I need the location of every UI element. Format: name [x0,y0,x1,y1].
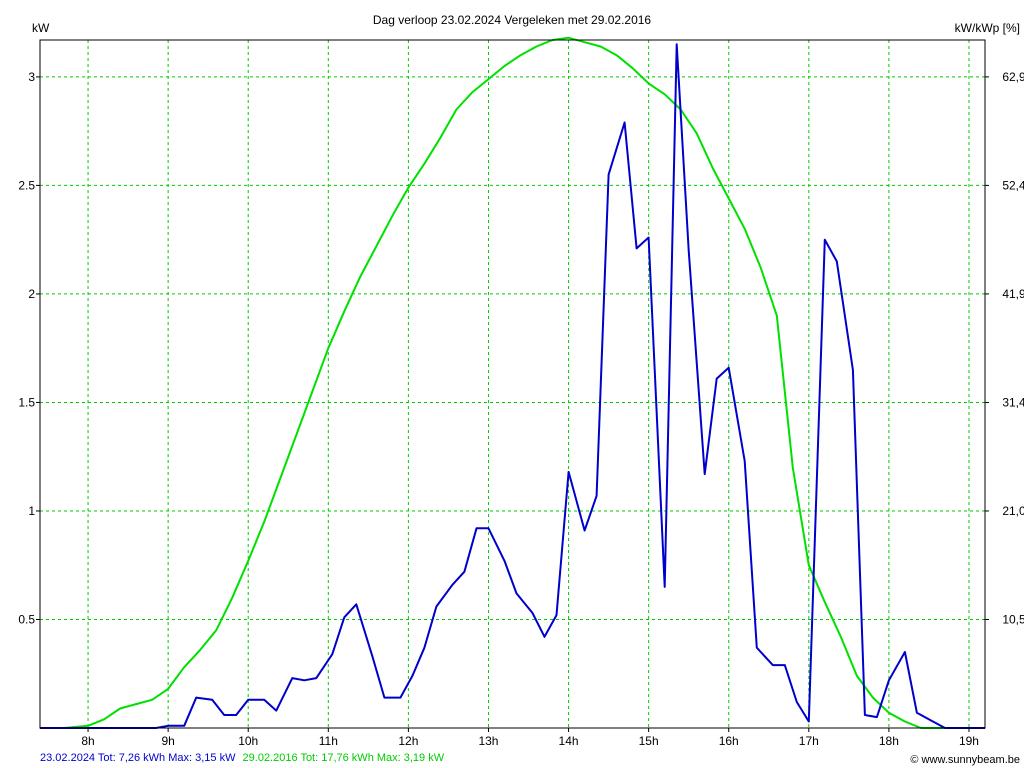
y-tick-label: 2.5 [18,178,35,192]
y2-tick-label: 10,5 [1002,612,1024,626]
y2-tick-label: 41,9 [1002,287,1024,301]
x-tick-label: 17h [799,734,819,748]
legend-series-2016: 29.02.2016 Tot: 17,76 kWh Max: 3,19 kW [243,752,445,764]
y2-tick-label: 52,4 [1002,178,1024,192]
y-tick-label: 2 [28,287,35,301]
y-tick-label: 3 [28,70,35,84]
x-tick-label: 13h [478,734,498,748]
grid [40,40,985,728]
y-axis-left: 0.5 1 1.5 2 2.5 3 [18,70,40,626]
watermark-text: © www.sunnybeam.be [910,754,1020,766]
x-tick-label: 11h [319,734,338,748]
x-tick-label: 9h [161,734,174,748]
x-tick-label: 16h [719,734,739,748]
y-tick-label: 0.5 [18,612,35,626]
plot-frame [39,39,986,729]
series-line-29.02.2016 [40,36,985,729]
y2-tick-label: 21,0 [1002,504,1024,518]
x-tick-label: 10h [238,734,258,748]
x-tick-label: 14h [559,734,579,748]
y-tick-label: 1 [28,504,35,518]
legend-series-2024: 23.02.2024 Tot: 7,26 kWh Max: 3,15 kW [40,752,236,764]
y-axis-right-label: kW/kWp [%] [955,21,1020,35]
series-layer [40,36,985,729]
x-tick-label: 12h [398,734,418,748]
x-tick-label: 8h [81,734,94,748]
y-tick-label: 1.5 [18,395,35,409]
x-tick-label: 15h [639,734,659,748]
x-tick-label: 18h [879,734,899,748]
legend-line: 23.02.2024 Tot: 7,26 kWh Max: 3,15 kW 29… [40,752,445,764]
chart-title: Dag verloop 23.02.2024 Vergeleken met 29… [373,13,652,27]
y2-tick-label: 31,4 [1002,395,1024,409]
y-axis-left-label: kW [32,21,50,35]
y-axis-right: 10,5 21,0 31,4 41,9 52,4 62,9 [985,70,1024,626]
y2-tick-label: 62,9 [1002,70,1024,84]
series-line-23.02.2024 [40,43,985,729]
x-tick-label: 19h [959,734,979,748]
x-axis: 8h 9h 10h 11h 12h 13h 14h 15h 16h 17h 18h 19h [81,728,979,748]
